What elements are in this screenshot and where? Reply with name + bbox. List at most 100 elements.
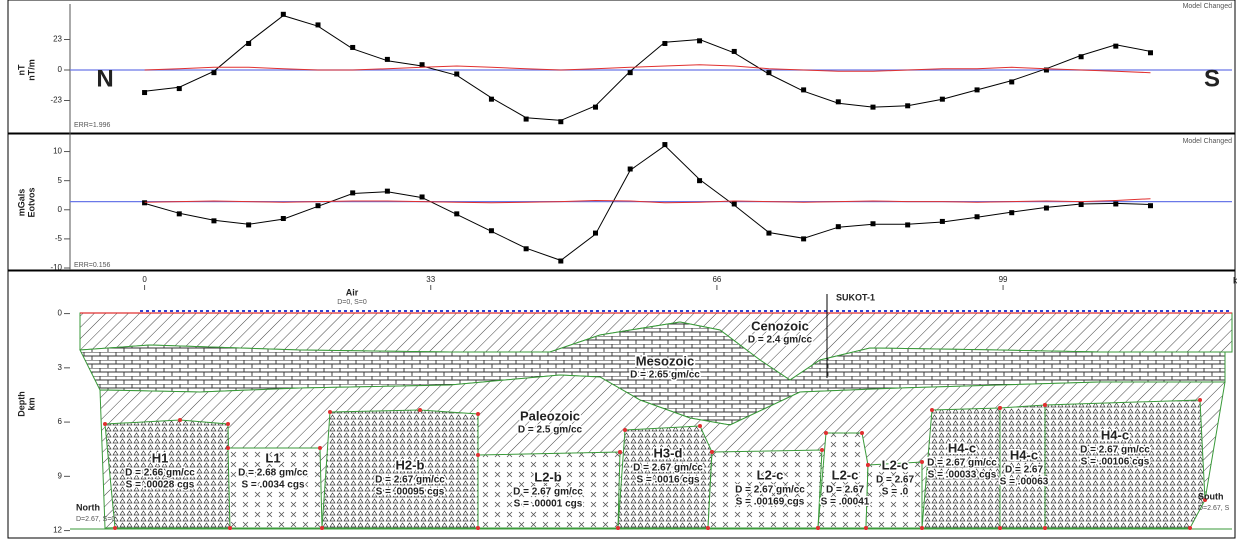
y-tick-label: 6 — [58, 417, 63, 426]
y-tick-label: 0 — [58, 205, 63, 214]
annotation: D=2.67, S=0 — [76, 516, 115, 523]
annotation: Model Changed — [1183, 3, 1233, 10]
body-susceptibility: S = .00041 — [821, 497, 870, 508]
annotation: S — [1204, 65, 1220, 92]
vertex — [318, 446, 322, 450]
y-axis-label: Eotvos — [26, 187, 36, 217]
annotation: North — [76, 502, 100, 512]
observed-point — [142, 200, 147, 205]
y-axis-label: Depth — [16, 391, 26, 417]
observed-point — [246, 222, 251, 227]
section-layers — [70, 294, 1232, 530]
body-name: H2-b — [396, 457, 425, 472]
y-axis-label: km — [26, 397, 36, 410]
vertex — [998, 406, 1002, 410]
y-tick-label: 3 — [58, 363, 63, 372]
vertex — [476, 412, 480, 416]
vertex — [476, 526, 480, 530]
body-susceptibility: S = .00106 cgs — [1081, 457, 1150, 468]
vertex — [226, 422, 230, 426]
annotation: D=2.67, S — [1198, 505, 1230, 512]
body-density: D = 2.67 — [826, 485, 865, 496]
y-tick-label: 9 — [58, 471, 63, 480]
vertex — [418, 408, 422, 412]
observed-point — [870, 221, 875, 226]
body-density: D = 2.67 — [1005, 465, 1044, 476]
x-tick-label: 99 — [999, 275, 1008, 284]
body-density: D = 2.67 — [876, 475, 915, 486]
gm-sys-window: nTnT/m -23 0 23 N S ERR=1.996 Model Changed mGal… — [0, 0, 1237, 539]
vertex — [920, 460, 924, 464]
x-axis-label: k — [1233, 275, 1237, 285]
y-tick-label: 10 — [53, 147, 62, 156]
y-axis-label: nT/m — [26, 59, 36, 81]
vertex — [178, 418, 182, 422]
body-name: L2-c — [882, 457, 909, 472]
layer-name: Mesozoic — [636, 353, 695, 368]
y-tick-label: 12 — [53, 526, 62, 535]
vertex — [1043, 526, 1047, 530]
vertex — [820, 448, 824, 452]
vertex — [226, 446, 230, 450]
y-tick-label: 23 — [53, 35, 62, 44]
body-susceptibility: S = .00028 cgs — [126, 480, 195, 491]
body-density: D = 2.67 gm/cc — [927, 458, 997, 469]
layer-density: D = 2.5 gm/cc — [518, 425, 583, 436]
annotation: South — [1198, 491, 1224, 501]
layer-name: Cenozoic — [751, 318, 809, 333]
annotation: N — [96, 65, 113, 92]
vertex — [476, 453, 480, 457]
body-susceptibility: S = .0 — [882, 487, 909, 498]
vertex — [860, 431, 864, 435]
body-susceptibility: S = .00095 cgs — [376, 487, 445, 498]
vertex — [706, 526, 710, 530]
body-susceptibility: S = .0016 cgs — [636, 475, 700, 486]
body-susceptibility: S = .00169 cgs — [736, 497, 805, 508]
body-name: L2-c — [832, 467, 859, 482]
layer-name: Paleozoic — [520, 408, 580, 423]
annotation: ERR=1.996 — [74, 122, 110, 129]
body-density: D = 2.66 gm/cc — [125, 468, 195, 479]
y-tick-label: -23 — [50, 96, 62, 105]
body-name: H4-c — [1010, 447, 1038, 462]
body-susceptibility: S = .0034 cgs — [241, 480, 305, 491]
body-susceptibility: S = .00063 — [1000, 477, 1049, 488]
vertex — [616, 526, 620, 530]
y-axis-label: mGals — [16, 189, 26, 217]
vertex — [1188, 526, 1192, 530]
y-axis-label: nT — [16, 64, 26, 75]
x-tick-label: 66 — [712, 275, 721, 284]
vertex — [710, 450, 714, 454]
annotation: SUKOT-1 — [836, 292, 875, 302]
y-tick-label: 0 — [58, 309, 63, 318]
observed-point — [905, 222, 910, 227]
x-tick-label: 0 — [142, 275, 147, 284]
vertex — [320, 526, 324, 530]
observed-point — [385, 189, 390, 194]
model-curve — [145, 199, 1151, 203]
observed-point — [801, 236, 806, 241]
body-density: D = 2.68 gm/cc — [238, 468, 308, 479]
vertex — [1043, 403, 1047, 407]
vertex — [623, 428, 627, 432]
layer-density: D = 2.4 gm/cc — [748, 335, 813, 346]
annotation: D=0, S=0 — [337, 299, 367, 306]
y-tick-label: -5 — [55, 234, 63, 243]
annotation: Air — [346, 287, 359, 297]
y-tick-label: 5 — [58, 176, 63, 185]
vertex — [228, 526, 232, 530]
body-name: H4-c — [1101, 427, 1129, 442]
vertex — [103, 422, 107, 426]
x-tick-label: 33 — [426, 275, 435, 284]
vertex — [930, 408, 934, 412]
vertex — [328, 410, 332, 414]
vertex — [866, 463, 870, 467]
y-tick-label: 0 — [58, 65, 63, 74]
vertex — [864, 526, 868, 530]
body-density: D = 2.67 gm/cc — [1080, 445, 1150, 456]
body-density: D = 2.67 gm/cc — [375, 475, 445, 486]
annotation: Model Changed — [1183, 138, 1233, 145]
vertex — [998, 526, 1002, 530]
body-susceptibility: S = .00033 cgs — [928, 470, 997, 481]
body-name: L2-b — [534, 469, 562, 484]
